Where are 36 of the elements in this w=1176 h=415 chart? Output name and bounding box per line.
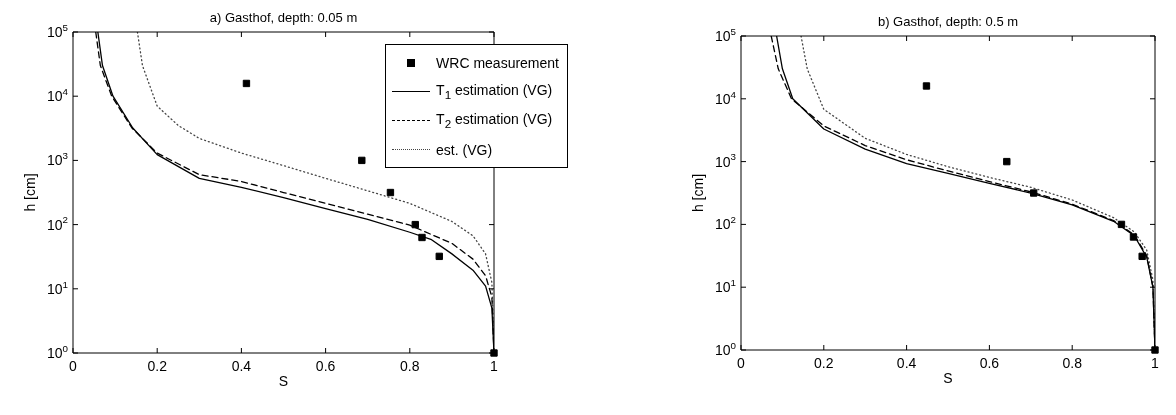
- point: [386, 188, 395, 197]
- x-tick-label: 0.6: [315, 358, 336, 374]
- legend-label: T$_{1}$ estimation (VG): [436, 82, 553, 101]
- point: [1138, 252, 1146, 261]
- x-tick-label: 0.8: [1062, 355, 1083, 371]
- point: [358, 156, 366, 165]
- x-axis-title: S: [278, 373, 289, 389]
- x-tick-label: 0: [737, 355, 746, 371]
- legend-label: T$_{2}$ estimation (VG): [436, 111, 553, 130]
- point: [1030, 189, 1038, 197]
- point: [490, 349, 498, 357]
- point: [418, 233, 426, 242]
- x-tick-label: 0.4: [896, 355, 917, 371]
- chart-title: b) Gasthof, depth: 0.5 m: [877, 14, 1019, 29]
- x-axis-title: S: [943, 370, 953, 386]
- x-tick-label: 1: [1151, 355, 1160, 371]
- point: [1003, 157, 1011, 166]
- x-tick-label: 0.8: [400, 358, 420, 374]
- chart-title: a) Gasthof, depth: 0.05 m: [209, 10, 358, 25]
- x-tick-label: 0.6: [979, 355, 1000, 371]
- x-tick-label: 0.4: [231, 358, 252, 374]
- point: [411, 220, 419, 229]
- point: [1117, 220, 1126, 229]
- x-tick-label: 0: [69, 358, 78, 374]
- legend-label: WRC measurement: [436, 54, 559, 71]
- y-axis-title: h [cm]: [22, 173, 38, 212]
- y-axis-title: h [cm]: [690, 173, 706, 213]
- x-tick-label: 0.2: [147, 358, 168, 374]
- legend-label: est. (VG): [436, 141, 493, 158]
- x-tick-label: 0.2: [814, 355, 834, 371]
- point: [922, 82, 931, 90]
- point: [242, 79, 251, 88]
- point: [435, 252, 443, 261]
- point: [1151, 346, 1159, 354]
- x-tick-label: 1: [490, 358, 499, 374]
- point: [1129, 233, 1138, 241]
